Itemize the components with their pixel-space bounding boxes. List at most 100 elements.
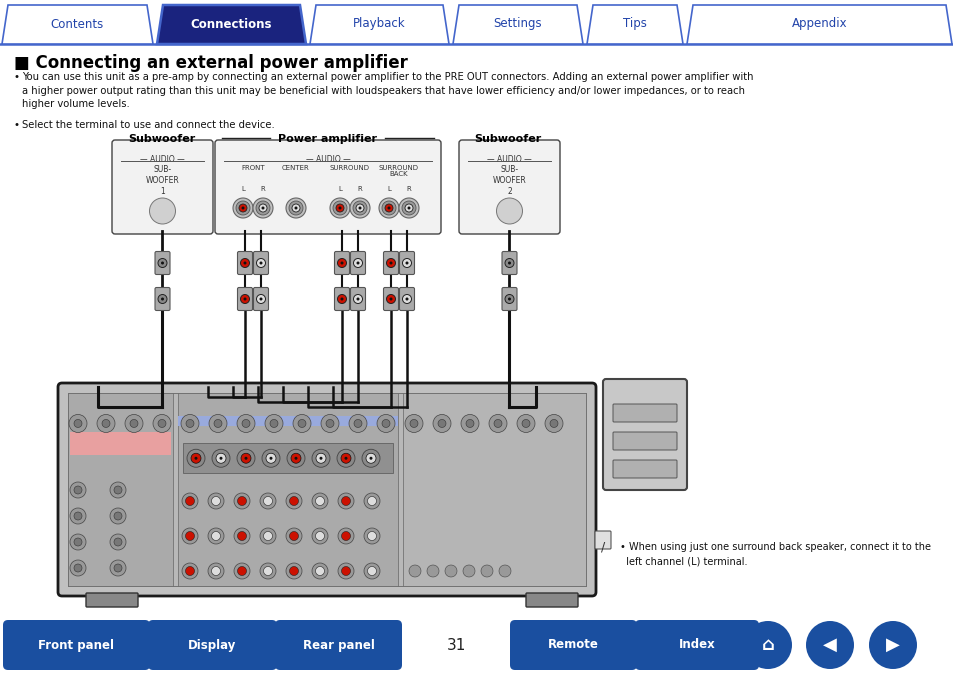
Circle shape [286,563,302,579]
Circle shape [235,201,250,215]
FancyBboxPatch shape [154,287,170,310]
Circle shape [158,295,167,304]
Circle shape [110,508,126,524]
Bar [68,393,585,586]
Circle shape [340,262,343,264]
Polygon shape [586,5,682,44]
Circle shape [256,295,265,304]
Circle shape [270,419,277,427]
Circle shape [355,204,364,212]
Circle shape [130,419,138,427]
Circle shape [405,262,408,264]
Circle shape [462,565,475,577]
Bar [178,393,397,586]
FancyBboxPatch shape [501,252,517,275]
Circle shape [74,538,82,546]
Circle shape [240,258,250,267]
FancyBboxPatch shape [350,252,365,275]
FancyBboxPatch shape [112,140,213,234]
FancyBboxPatch shape [58,383,596,596]
Polygon shape [2,5,152,44]
Circle shape [376,415,395,433]
Circle shape [504,295,514,304]
Bar [402,393,585,586]
Circle shape [315,497,324,505]
Circle shape [401,201,416,215]
Circle shape [241,207,244,209]
Circle shape [312,528,328,544]
Circle shape [498,565,511,577]
Circle shape [113,512,122,520]
Circle shape [367,497,376,505]
Circle shape [405,204,413,212]
Circle shape [113,486,122,494]
Circle shape [358,207,361,209]
Circle shape [333,201,347,215]
Circle shape [868,621,916,669]
Circle shape [185,532,194,540]
Circle shape [161,297,164,301]
Circle shape [286,493,302,509]
Circle shape [70,482,86,498]
FancyBboxPatch shape [613,460,677,478]
Circle shape [253,198,273,218]
FancyBboxPatch shape [237,252,253,275]
Circle shape [356,297,359,301]
Circle shape [507,297,511,301]
FancyBboxPatch shape [613,404,677,422]
FancyBboxPatch shape [399,252,414,275]
Circle shape [465,419,474,427]
Circle shape [182,528,198,544]
FancyBboxPatch shape [148,620,276,670]
Circle shape [70,508,86,524]
FancyBboxPatch shape [214,140,440,234]
Text: Rear panel: Rear panel [302,639,374,651]
Circle shape [496,198,522,224]
Circle shape [364,528,379,544]
FancyBboxPatch shape [335,287,349,310]
Circle shape [260,493,275,509]
FancyBboxPatch shape [237,287,253,310]
Text: L: L [387,186,391,192]
Circle shape [219,457,222,460]
Circle shape [460,415,478,433]
Text: — AUDIO —: — AUDIO — [487,155,532,164]
Text: ■ Connecting an external power amplifier: ■ Connecting an external power amplifier [14,54,408,72]
Bar [178,416,397,426]
Circle shape [262,450,280,467]
Circle shape [544,415,562,433]
FancyBboxPatch shape [501,287,517,310]
Circle shape [494,419,501,427]
Circle shape [337,258,346,267]
Text: /: / [600,540,604,553]
Circle shape [240,295,250,304]
Circle shape [287,450,305,467]
Bar [70,431,171,455]
Circle shape [233,528,250,544]
Circle shape [74,564,82,572]
Text: Display: Display [188,639,236,651]
Circle shape [194,457,197,460]
Circle shape [102,419,110,427]
Circle shape [292,204,299,212]
Circle shape [289,201,303,215]
Text: CENTER: CENTER [282,165,310,171]
Text: FRONT: FRONT [241,165,265,171]
Circle shape [312,450,330,467]
FancyBboxPatch shape [335,252,349,275]
Text: Appendix: Appendix [791,17,846,30]
Circle shape [291,453,301,463]
Circle shape [208,528,224,544]
Circle shape [508,210,510,212]
Circle shape [353,201,367,215]
Circle shape [409,565,420,577]
Circle shape [74,486,82,494]
Circle shape [259,262,262,264]
Circle shape [337,528,354,544]
FancyBboxPatch shape [3,620,150,670]
Circle shape [244,457,247,460]
Circle shape [315,567,324,575]
Circle shape [212,532,220,540]
Circle shape [259,297,262,301]
Circle shape [186,419,193,427]
